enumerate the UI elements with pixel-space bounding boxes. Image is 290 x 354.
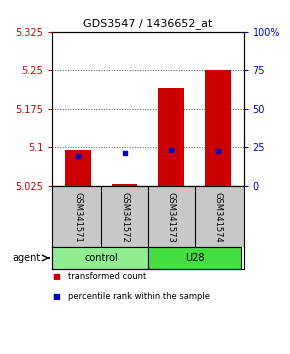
Bar [148, 247, 241, 269]
Title: GDS3547 / 1436652_at: GDS3547 / 1436652_at [83, 18, 213, 29]
Text: agent: agent [12, 253, 41, 263]
Text: ■: ■ [52, 292, 60, 301]
Text: GSM341573: GSM341573 [167, 192, 176, 243]
Text: ■: ■ [52, 272, 60, 281]
Text: GSM341574: GSM341574 [213, 192, 222, 242]
Text: control: control [84, 253, 118, 263]
Text: U28: U28 [185, 253, 204, 263]
Text: percentile rank within the sample: percentile rank within the sample [68, 292, 210, 301]
Bar [158, 88, 184, 186]
Text: GSM341571: GSM341571 [73, 192, 82, 242]
Bar [205, 70, 231, 186]
Bar [112, 184, 137, 186]
Bar [52, 247, 148, 269]
Text: GSM341572: GSM341572 [120, 192, 129, 242]
Bar [65, 150, 91, 186]
Text: transformed count: transformed count [68, 272, 146, 281]
